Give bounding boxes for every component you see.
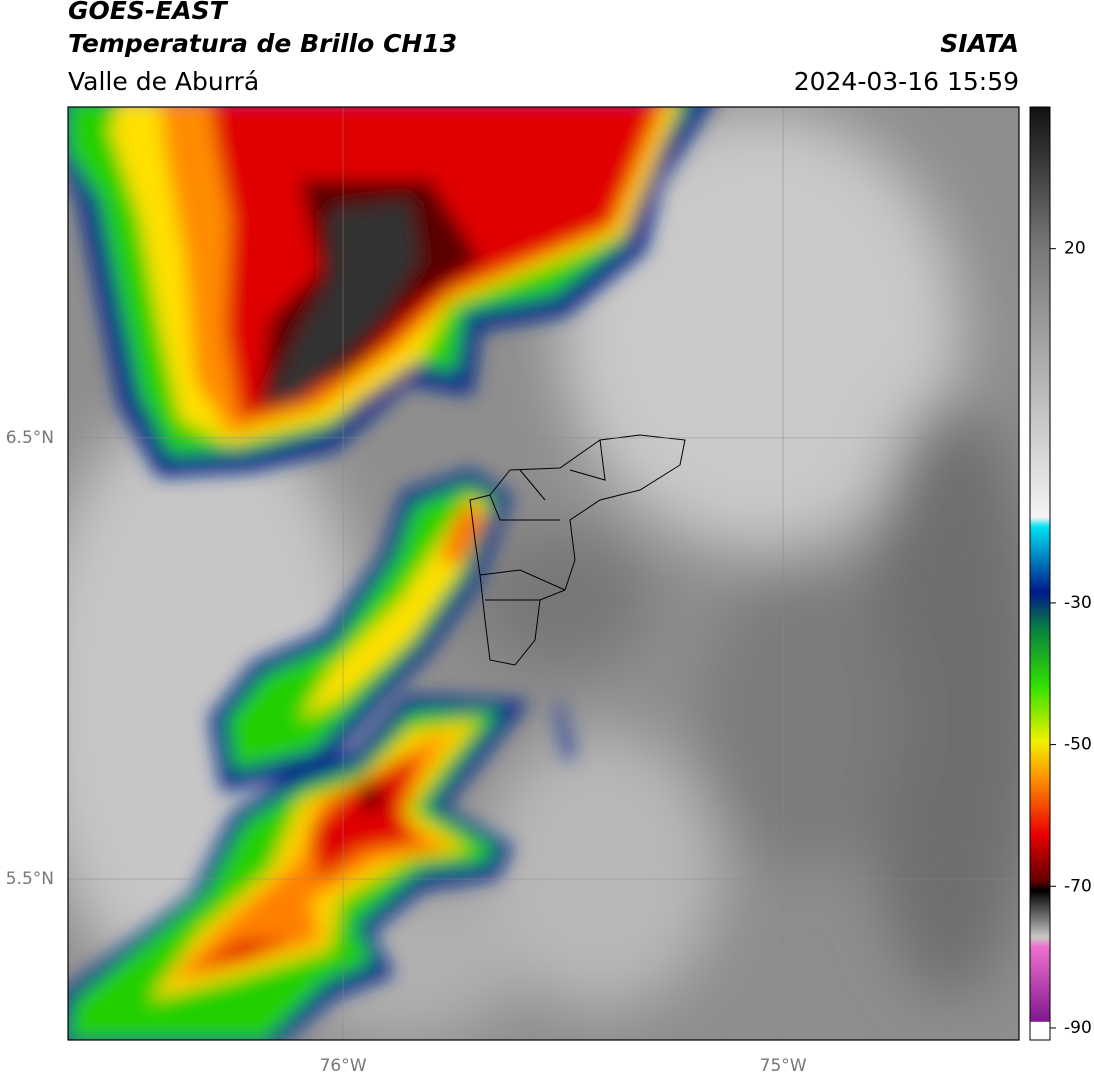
datetime: 2024-03-16 15:59 bbox=[794, 67, 1019, 96]
title: GOES-EAST bbox=[68, 0, 229, 25]
region: Valle de Aburrá bbox=[68, 67, 259, 96]
colorbar-tick-label: -70 bbox=[1064, 876, 1092, 896]
colorbar-tick-label: -30 bbox=[1064, 593, 1092, 613]
graticule bbox=[68, 107, 1019, 1040]
subtitle: Temperatura de Brillo CH13 bbox=[68, 29, 457, 58]
source: SIATA bbox=[940, 29, 1019, 58]
map-frame bbox=[67, 106, 1020, 1041]
colorbar bbox=[1029, 106, 1051, 1041]
colorbar-tick-label: -50 bbox=[1064, 735, 1092, 755]
satellite-image bbox=[68, 107, 1019, 1040]
municipal-boundaries bbox=[469, 434, 686, 666]
colorbar-tick-label: 20 bbox=[1064, 239, 1086, 259]
colorbar-tick-label: -90 bbox=[1064, 1018, 1092, 1038]
y-tick-label: 5.5°N bbox=[6, 869, 54, 889]
y-tick-label: 6.5°N bbox=[6, 428, 54, 448]
x-tick-label: 76°W bbox=[320, 1056, 367, 1076]
x-tick-label: 75°W bbox=[760, 1056, 807, 1076]
